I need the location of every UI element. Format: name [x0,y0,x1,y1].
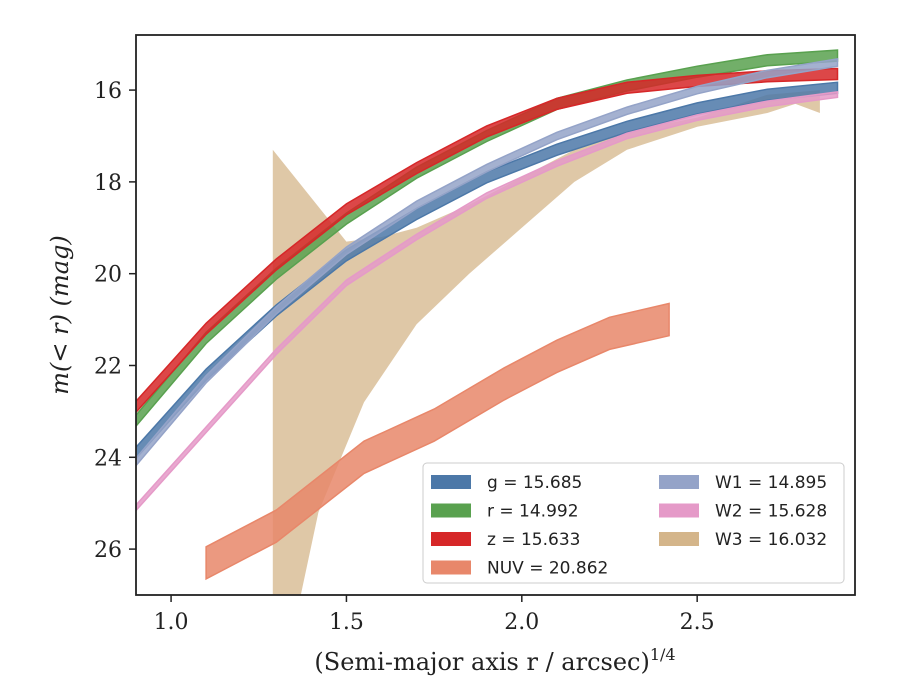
legend-swatch-w3 [659,532,699,546]
y-tick-label-16: 16 [94,79,122,104]
legend-box [422,462,845,584]
legend-label-r: r = 14.992 [487,502,579,522]
legend-label-g: g = 15.685 [487,473,582,493]
y-axis-label: m(< r) (mag) [46,235,74,394]
legend-label-nuv: NUV = 20.862 [487,559,608,579]
legend-swatch-g [431,475,471,489]
legend-swatch-nuv [431,560,471,575]
legend-label-w3: W3 = 16.032 [715,530,827,550]
legend-label-z: z = 15.633 [487,530,580,550]
series-nuv-band [205,302,670,581]
y-tick-label-18: 18 [94,171,122,196]
legend-swatch-w1 [659,475,699,489]
axes: 1.0 1.5 2.0 2.5 16 18 20 22 24 26 [94,79,715,635]
plot-area [136,49,839,595]
legend-swatch-w2 [659,503,699,518]
x-tick-label-1.5: 1.5 [329,610,364,635]
series-w1-band [136,58,839,467]
y-tick-label-20: 20 [94,263,122,288]
y-tick-label-22: 22 [94,354,122,379]
legend-label-w1: W1 = 14.895 [715,473,827,493]
y-tick-label-24: 24 [94,446,122,471]
series-z-band [136,67,839,414]
x-axis-label-text: (Semi-major axis r / arcsec) [314,648,649,676]
x-tick-label-2.0: 2.0 [504,610,539,635]
series-w3-band [272,90,820,595]
legend-label-w2: W2 = 15.628 [715,502,827,522]
x-axis-label: (Semi-major axis r / arcsec)1/4 [314,645,675,676]
x-tick-label-1.0: 1.0 [154,610,189,635]
plot-frame [135,34,856,596]
x-axis-label-superscript: 1/4 [650,645,676,664]
legend: g = 15.685 r = 14.992 z = 15.633 NUV = 20.8… [422,462,845,584]
series-w2-band [136,91,839,512]
x-tick-label-2.5: 2.5 [680,610,715,635]
legend-swatch-r [431,503,471,518]
legend-swatch-z [431,532,471,546]
y-tick-label-26: 26 [94,538,122,563]
